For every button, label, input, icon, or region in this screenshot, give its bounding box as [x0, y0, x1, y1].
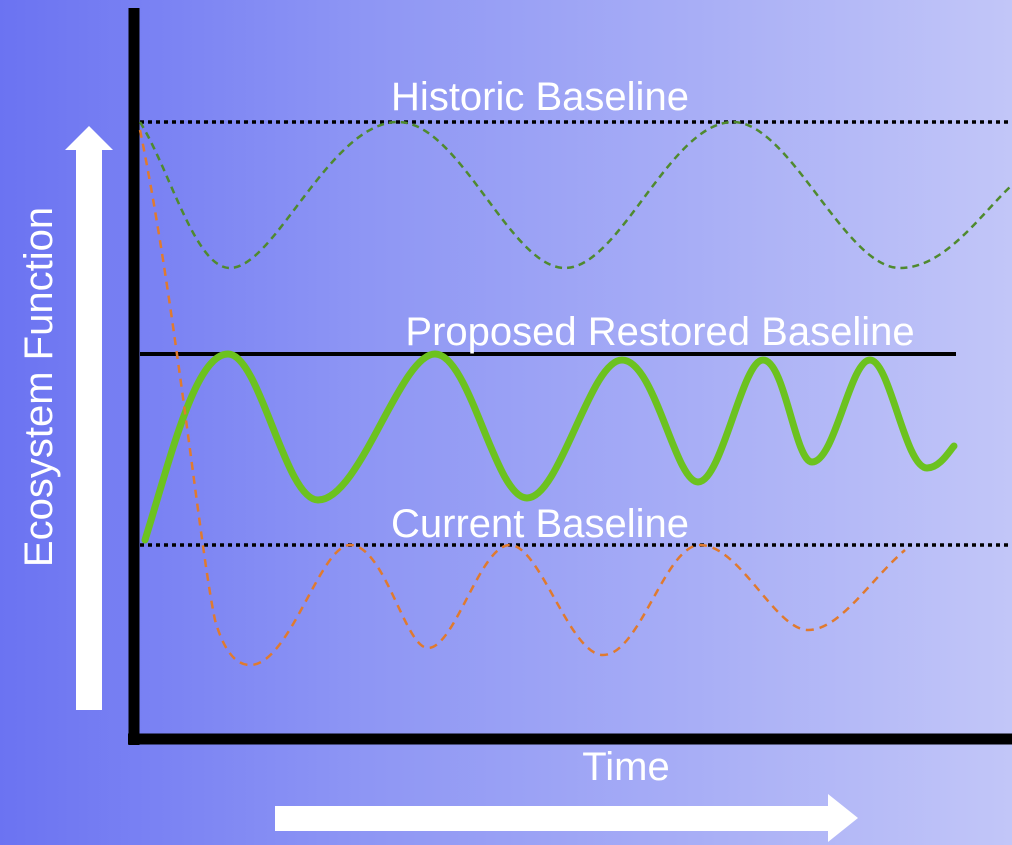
historic-curve — [138, 120, 1012, 270]
y-arrow — [65, 126, 113, 710]
x-axis-label: Time — [582, 745, 669, 789]
proposed-baseline-label: Proposed Restored Baseline — [405, 310, 914, 354]
current-baseline-label: Current Baseline — [391, 502, 689, 546]
x-arrow — [275, 794, 858, 842]
historic-baseline-label: Historic Baseline — [391, 75, 689, 119]
current-curve — [138, 129, 906, 667]
restored-curve — [141, 350, 958, 544]
y-axis-label: Ecosystem Function — [17, 207, 61, 567]
